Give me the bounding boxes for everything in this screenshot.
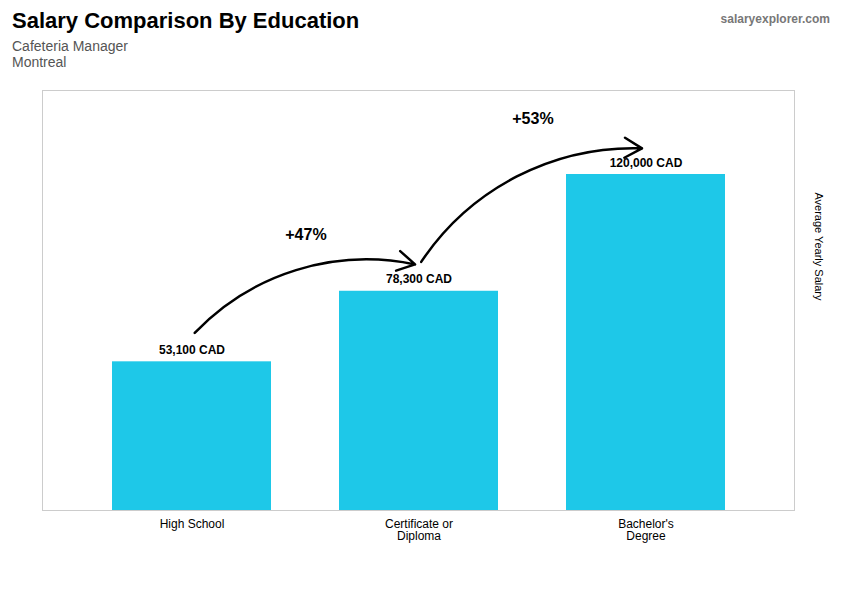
html-text:salaryexplorer.com: salaryexplorer.com — [720, 12, 830, 26]
svg-text:+53%: +53% — [512, 110, 553, 127]
svg-text:Average Yearly Salary: Average Yearly Salary — [813, 192, 825, 301]
svg-text:120,000 CAD: 120,000 CAD — [610, 156, 683, 170]
html-text:Montreal: Montreal — [12, 54, 67, 70]
svg-text:78,300 CAD: 78,300 CAD — [386, 272, 452, 286]
svg-text:+47%: +47% — [285, 226, 326, 243]
svg-text:53,100 CAD: 53,100 CAD — [159, 343, 225, 357]
html-text:Salary Comparison By Education: Salary Comparison By Education — [12, 8, 360, 33]
html-text:Cafeteria Manager: Cafeteria Manager — [12, 38, 128, 54]
svg-text:High School: High School — [160, 517, 225, 531]
svg-text:Certificate orDiploma: Certificate orDiploma — [385, 517, 453, 543]
svg-text:Bachelor'sDegree: Bachelor'sDegree — [618, 517, 674, 543]
